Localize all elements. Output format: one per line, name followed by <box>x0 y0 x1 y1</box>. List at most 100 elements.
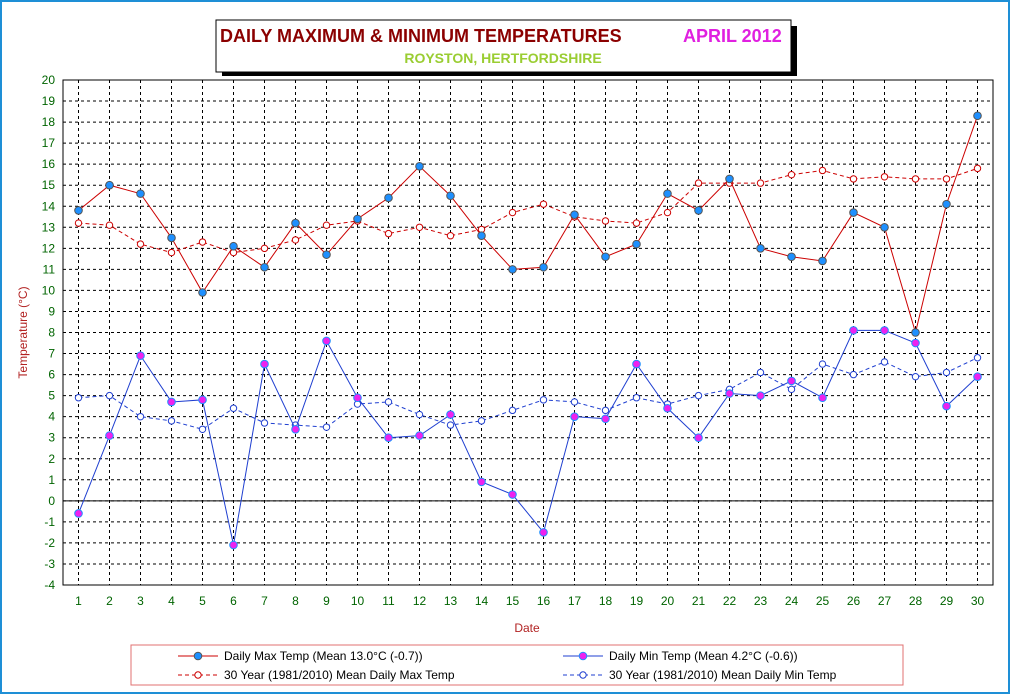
y-tick-label: 8 <box>48 326 55 340</box>
legend-entry: Daily Min Temp (Mean 4.2°C (-0.6)) <box>563 649 798 663</box>
y-tick-label: 14 <box>42 199 56 213</box>
data-point <box>756 244 765 253</box>
data-point <box>260 244 269 253</box>
legend-label: Daily Min Temp (Mean 4.2°C (-0.6)) <box>609 649 798 663</box>
data-point <box>260 419 269 427</box>
x-tick-label: 22 <box>723 594 737 608</box>
data-point <box>880 326 889 335</box>
data-point <box>260 262 269 272</box>
data-point <box>105 431 114 440</box>
data-point <box>415 223 424 231</box>
data-point <box>446 232 455 240</box>
data-point <box>446 191 455 201</box>
x-tick-label: 28 <box>909 594 923 608</box>
data-point <box>229 241 238 251</box>
data-point <box>849 208 858 217</box>
legend-entry: Daily Max Temp (Mean 13.0°C (-0.7)) <box>178 649 423 663</box>
x-tick-label: 9 <box>323 594 330 608</box>
x-tick-label: 5 <box>199 594 206 608</box>
data-point <box>198 395 207 405</box>
data-point <box>942 175 951 183</box>
data-point <box>601 406 610 415</box>
data-point <box>973 111 982 121</box>
x-tick-label: 24 <box>785 594 799 608</box>
y-tick-label: -3 <box>44 557 55 571</box>
data-point <box>570 398 579 406</box>
x-tick-label: 12 <box>413 594 427 608</box>
x-tick-label: 25 <box>816 594 830 608</box>
data-point <box>415 410 424 419</box>
x-tick-label: 10 <box>351 594 365 608</box>
data-point <box>508 208 517 217</box>
y-tick-label: 1 <box>48 473 55 487</box>
data-point <box>384 433 393 443</box>
series-0 <box>74 111 982 337</box>
data-point <box>787 170 796 179</box>
legend-swatch-marker <box>579 671 587 679</box>
data-point <box>105 221 114 229</box>
data-point <box>167 417 176 425</box>
data-point <box>756 368 765 377</box>
data-point <box>508 265 517 274</box>
data-point <box>725 389 734 398</box>
x-tick-label: 18 <box>599 594 613 608</box>
data-point <box>570 412 579 421</box>
data-point <box>725 174 734 184</box>
data-point <box>477 417 486 425</box>
data-point <box>198 238 207 246</box>
y-tick-label: 5 <box>48 389 55 403</box>
data-point <box>198 288 207 297</box>
data-point <box>787 385 796 394</box>
data-point <box>849 175 858 183</box>
series-line <box>78 329 978 546</box>
data-point <box>446 421 455 429</box>
data-point <box>136 412 145 421</box>
data-point <box>973 354 982 362</box>
data-point <box>384 193 393 203</box>
data-point <box>167 233 176 243</box>
data-point <box>911 338 920 348</box>
data-point <box>663 189 672 198</box>
y-axis-label: Temperature (°C) <box>16 286 30 378</box>
y-tick-label: 2 <box>48 452 55 466</box>
x-tick-label: 13 <box>444 594 458 608</box>
data-point <box>973 164 982 173</box>
data-point <box>74 219 83 227</box>
data-point <box>942 401 951 411</box>
data-point <box>508 406 517 415</box>
data-point <box>849 326 858 335</box>
data-point <box>291 236 300 244</box>
x-tick-label: 4 <box>168 594 175 608</box>
data-point <box>663 403 672 413</box>
data-point <box>477 477 486 487</box>
data-point <box>291 424 300 434</box>
y-tick-label: 17 <box>42 136 56 150</box>
x-tick-label: 17 <box>568 594 582 608</box>
y-tick-label: 0 <box>48 494 55 508</box>
x-tick-label: 8 <box>292 594 299 608</box>
x-tick-label: 1 <box>75 594 82 608</box>
data-point <box>74 206 83 215</box>
data-point <box>415 161 424 171</box>
data-point <box>601 414 610 424</box>
x-tick-label: 7 <box>261 594 268 608</box>
chart-title: DAILY MAXIMUM & MINIMUM TEMPERATURES <box>220 26 622 46</box>
data-point <box>849 370 858 379</box>
data-point <box>291 218 300 228</box>
y-tick-label: 12 <box>42 241 56 255</box>
y-tick-label: 10 <box>42 283 56 297</box>
data-point <box>446 410 455 419</box>
y-tick-label: 7 <box>48 347 55 361</box>
x-tick-label: 27 <box>878 594 892 608</box>
legend-box <box>130 644 904 686</box>
data-point <box>384 398 393 406</box>
data-point <box>539 396 548 404</box>
data-point <box>74 509 83 518</box>
x-tick-label: 29 <box>940 594 954 608</box>
data-point <box>787 376 796 386</box>
data-point <box>632 219 641 227</box>
data-point <box>136 240 145 248</box>
data-point <box>167 248 176 257</box>
y-tick-label: 13 <box>42 220 56 234</box>
